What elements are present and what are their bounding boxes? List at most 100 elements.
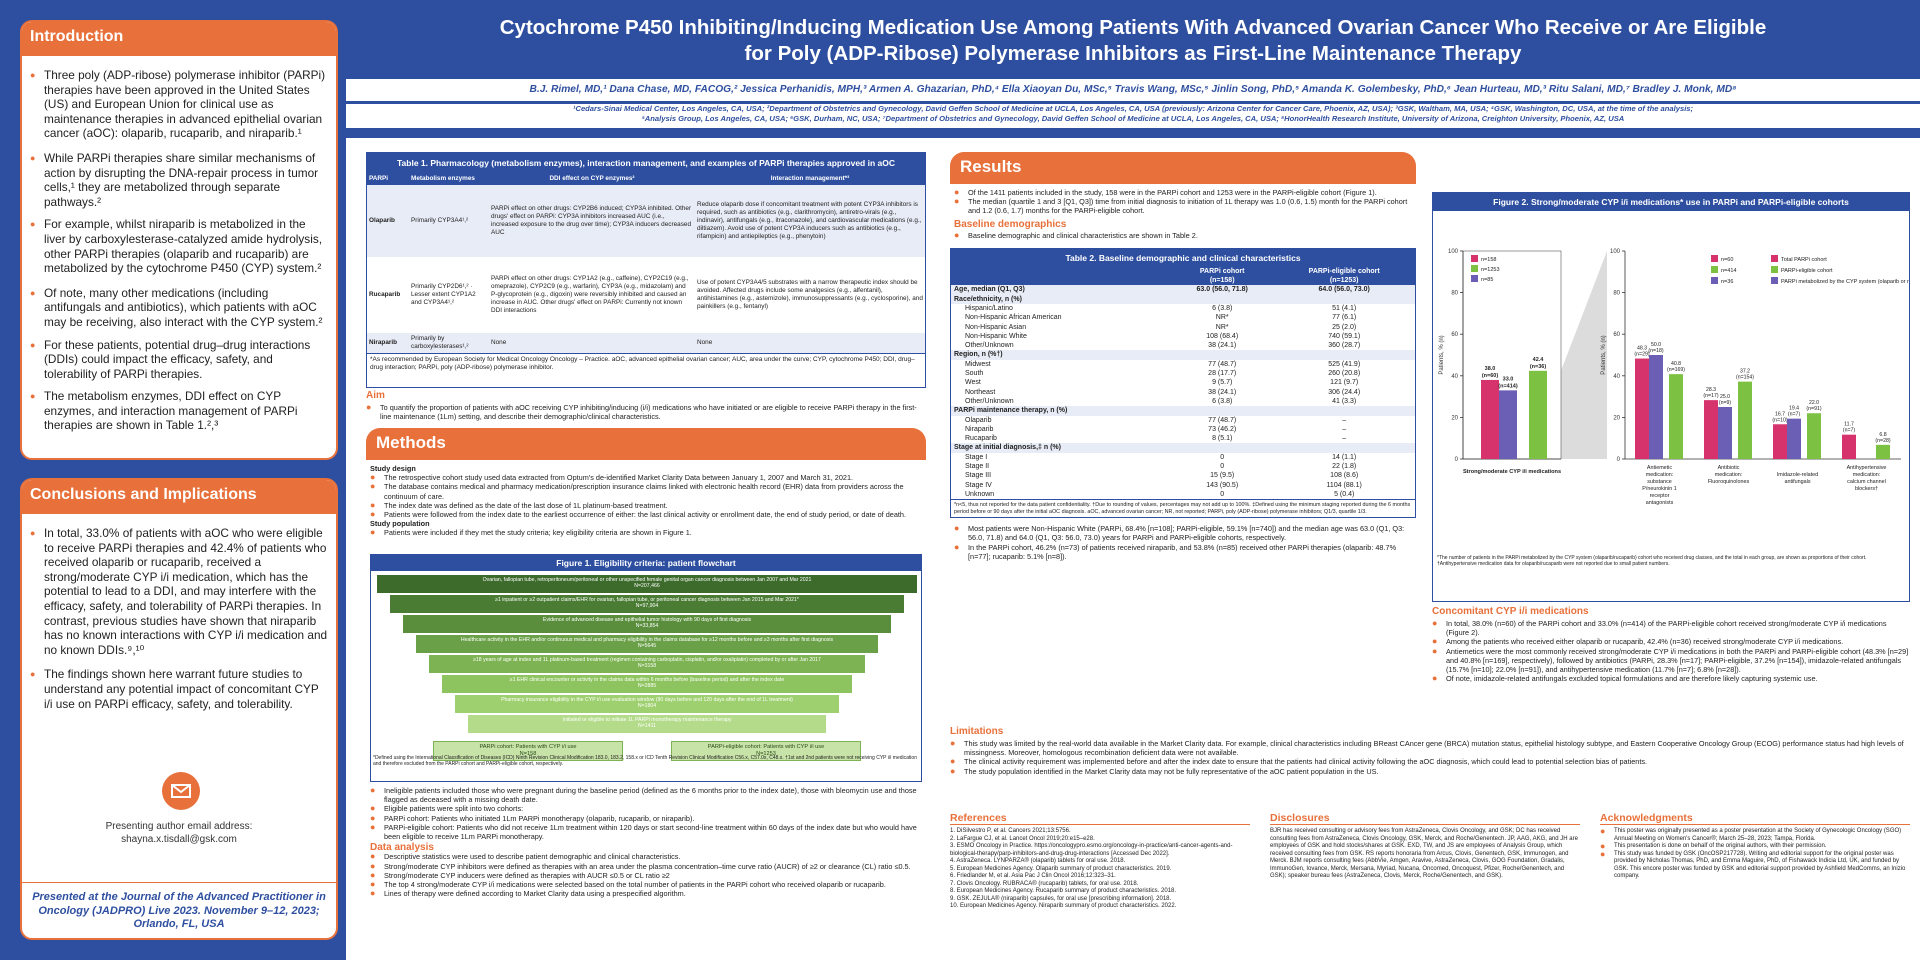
reference-item: 6. Friedlander M, et al. Asia Pac J Clin… [950, 873, 1116, 879]
t2-eligible-value: 108 (8.6) [1330, 472, 1359, 480]
concomitant-sub-bullet: Of note, imidazole-related antifungals e… [1432, 674, 1910, 683]
table-row: Stage II 0 22 (1.8) [951, 462, 1415, 471]
cohort-label: PARPi cohort: Patients with CYP i/i use [479, 744, 577, 750]
concomitant-bullet: In total, 38.0% (n=60) of the PARPi coho… [1432, 619, 1910, 637]
flowchart-step-text: Initiated or eligible to initiate 1L PAR… [562, 717, 732, 723]
table-row: PARPi maintenance therapy, n (%) [951, 406, 1415, 416]
t1-ddi: None [491, 338, 507, 346]
figure-1-flowchart: Ovarian, fallopian tube, retroperitoneum… [371, 571, 921, 767]
population-bullet: Patients were included if they met the s… [370, 528, 922, 537]
introduction-heading: Introduction [22, 22, 336, 56]
t2-parpi-value: 0 [1220, 490, 1225, 498]
results-bullet: Of the 1411 patients included in the stu… [954, 188, 1412, 197]
t2-eligible-value: 1104 (88.1) [1326, 481, 1362, 489]
methods-bullet: Ineligible patients included those who w… [370, 786, 922, 804]
table-row: Rucaparib Primarily CYP2D6¹,² · Lesser e… [367, 257, 925, 333]
table-row: Region, n (%†) [951, 350, 1415, 360]
t2-parpi-value: 6 (3.8) [1212, 305, 1233, 312]
t2-label: Olaparib [965, 416, 992, 424]
table-row: Stage I 0 14 (1.1) [951, 453, 1415, 462]
data-label: 38.0 [1485, 366, 1496, 372]
t2-parpi-value: 143 (90.5) [1206, 481, 1239, 489]
t1-mgmt: Use of potent CYP3A4/5 substrates with a… [697, 279, 923, 310]
concomitant-section: Concomitant CYP i/i medications In total… [1432, 606, 1910, 724]
flowchart-step: Healthcare activity in the EHR and/or co… [416, 635, 878, 653]
study-design-list: The retrospective cohort study used data… [370, 473, 922, 519]
baseline-list: Baseline demographic and clinical charac… [950, 230, 1416, 240]
design-bullet: Patients were followed from the index da… [370, 510, 922, 519]
flowchart-step-text: Evidence of advanced disease and epithel… [542, 617, 752, 623]
table-row: Stage IV 143 (90.5) 1104 (88.1) [951, 481, 1415, 490]
flowchart-step-n: N=207,466 [634, 583, 660, 590]
table-row: Olaparib Primarily CYP3A4¹,² PARPi effec… [367, 184, 925, 257]
t2-parpi-value: 63.0 (56.0, 71.8) [1196, 286, 1248, 294]
bar [1649, 355, 1663, 459]
analysis-bullet: The top 4 strong/moderate CYP i/i medica… [370, 880, 922, 889]
intro-sub-bullet-2: For example, whilst niraparib is metabol… [30, 217, 328, 275]
conclusions-list: In total, 33.0% of patients with aOC who… [22, 514, 336, 711]
email-icon[interactable] [162, 772, 200, 810]
data-label: (n=7) [1788, 412, 1801, 418]
data-label: (n=17) [1703, 393, 1718, 399]
concomitant-sub-bullet: Antiemetics were the most commonly recei… [1432, 647, 1910, 675]
t1-enzyme: Primarily by carboxylesterases¹,² [411, 335, 469, 350]
table-row: Other/Unknown 6 (3.8) 41 (3.3) [951, 397, 1415, 406]
intro-sub-bullet-3a: For these patients, potential drug–drug … [30, 338, 328, 382]
t2-label: PARPi maintenance therapy, n (%) [954, 407, 1068, 415]
t2-label: Stage I [965, 453, 988, 461]
t1-col-metabolism: Metabolism enzymes [411, 175, 475, 182]
flowchart-step: Evidence of advanced disease and epithel… [403, 615, 891, 633]
figure-2-footnote: *The number of patients in the PARPi met… [1437, 555, 1867, 567]
limitations-heading: Limitations [950, 726, 1004, 737]
ack-bullet: This presentation is done on behalf of t… [1600, 843, 1910, 851]
t2-label: Other/Unknown [965, 342, 1014, 350]
email-address[interactable]: shayna.x.tisdall@gsk.com [121, 834, 237, 845]
ack-bullet: This poster was originally presented as … [1600, 828, 1910, 843]
t2-parpi-value: 0 [1220, 463, 1225, 471]
flowchart-step-n: N=5645 [637, 643, 657, 650]
flowchart-step-n: N=1411 [638, 723, 656, 730]
limitation-bullet: The clinical activity requirement was im… [950, 757, 1910, 766]
figure-2-chart: 0 20 40 60 80 100 Patients, % (n) 38.0(n=60) 33.… [1439, 249, 1909, 506]
t2-eligible-value: 260 (20.8) [1328, 370, 1361, 378]
bar [1529, 370, 1547, 459]
data-label: 48.3 [1637, 346, 1647, 352]
table-1-title: Table 1. Pharmacology (metabolism enzyme… [367, 153, 925, 173]
data-label: 33.0 [1503, 376, 1514, 382]
t2-parpi-value: 73 (46.2) [1208, 425, 1237, 433]
t1-drug: Olaparib [369, 216, 395, 224]
data-label: 50.0 [1651, 342, 1661, 348]
t1-ddi: PARPi effect on other drugs: CYP2B6 indu… [491, 205, 692, 236]
t2-header-row: PARPi cohort (n=158) PARPi-eligible cohor… [951, 266, 1415, 286]
limitations-section: Limitations This study was limited by th… [950, 726, 1910, 786]
limitations-list: This study was limited by the real-world… [950, 739, 1910, 776]
table-row: Age, median (Q1, Q3) 63.0 (56.0, 71.8) 64.… [951, 285, 1415, 295]
flowchart-step: Pharmacy insurance eligibility in the CY… [455, 695, 839, 713]
left-column: Introduction Three poly (ADP-ribose) pol… [0, 0, 346, 960]
t2-label: Race/ethnicity, n (%) [954, 295, 1022, 303]
category-label: Antibiotic [1718, 465, 1740, 471]
t1-col-mgmt: Interaction management*³ [770, 175, 850, 182]
t2-eligible-value: 740 (59.1) [1328, 332, 1361, 340]
reference-item: 10. European Medicines Agency. Niraparib… [950, 903, 1177, 909]
data-label: 19.4 [1789, 406, 1799, 412]
cohort-n: N=158 [519, 751, 537, 757]
design-sub-bullet: The database contains medical and pharma… [370, 482, 922, 500]
table-1-header-row: PARPi Metabolism enzymes DDI effect on C… [367, 173, 925, 185]
category-label: medication: [1853, 472, 1881, 478]
t2-label: Hispanic/Latino [965, 305, 1013, 312]
affiliation-line-2: ⁵Analysis Group, Los Angeles, CA, USA; ⁶… [641, 114, 1625, 123]
table-2-grid: PARPi cohort (n=158) PARPi-eligible cohor… [951, 266, 1415, 499]
flowchart-step: Ovarian, fallopian tube, retroperitoneum… [377, 575, 917, 593]
t2-label: Non-Hispanic Asian [965, 323, 1027, 331]
methods-section: Methods Study design The retrospective c… [366, 428, 926, 950]
intro-bullet-2: While PARPi therapies share similar mech… [30, 151, 328, 209]
table-row: South 28 (17.7) 260 (20.8) [951, 369, 1415, 378]
intro-bullet-3: Of note, many other medications (includi… [30, 286, 328, 330]
legend-label: n=158 [1481, 257, 1496, 263]
analysis-bullet: Descriptive statistics were used to desc… [370, 852, 922, 861]
t2-label: Stage at initial diagnosis,‡ n (%) [954, 444, 1061, 452]
legend-label: n=60 [1721, 257, 1733, 263]
right-panel-tick-label: 40 [1613, 374, 1620, 380]
